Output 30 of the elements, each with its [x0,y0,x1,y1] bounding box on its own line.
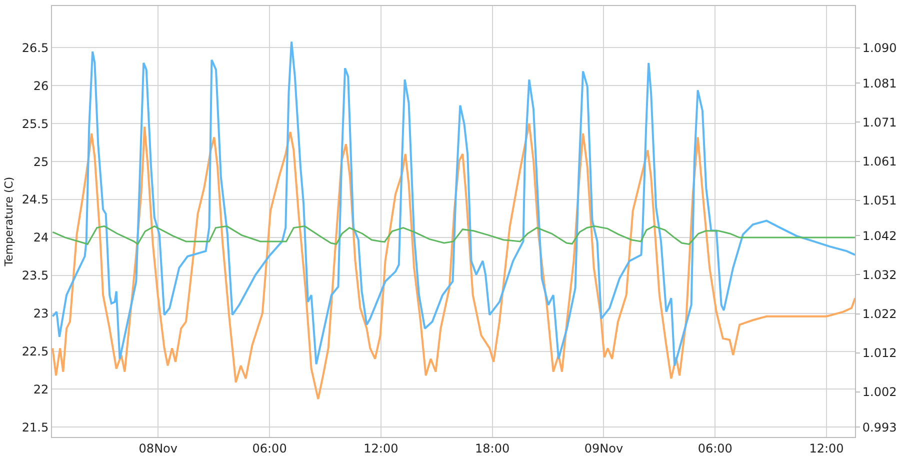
y2-tick-label: 1.042 [862,228,897,243]
y-tick-label: 21.5 [22,420,49,434]
x-tick-label: 06:00 [252,441,287,456]
y-tick-label: 22 [33,382,49,396]
x-tick-label: 06:00 [698,441,732,456]
y2-tick-label: 1.032 [862,268,897,282]
y2-tick-label: 1.071 [862,115,897,130]
y-tick-label: 24.5 [22,192,49,207]
x-tick-label: 12:00 [809,441,844,456]
y-tick-label: 26.5 [22,40,49,55]
y-axis-title: Temperature (C) [2,176,16,268]
y2-tick-label: 1.081 [862,76,897,90]
x-tick-label: 09Nov [584,441,624,456]
y2-tick-label: 1.090 [862,41,897,56]
x-tick-label: 12:00 [364,441,398,456]
y-tick-label: 25 [33,154,49,169]
y2-tick-label: 1.002 [862,385,897,400]
y-tick-label: 25.5 [22,116,49,131]
x-tick-label: 18:00 [475,441,510,456]
y2-tick-label: 1.022 [862,307,897,321]
y-tick-label: 23.5 [22,268,49,283]
y-tick-label: 22.5 [22,344,49,358]
y-tick-label: 23 [33,306,49,321]
y2-tick-label: 1.061 [862,154,897,168]
x-tick-label: 08Nov [138,441,178,456]
y2-tick-label: 1.051 [862,194,897,208]
y2-tick-label: 0.993 [862,420,897,434]
y-tick-label: 24 [33,230,49,245]
y-tick-label: 26 [33,78,49,93]
y2-tick-label: 1.012 [862,346,897,360]
